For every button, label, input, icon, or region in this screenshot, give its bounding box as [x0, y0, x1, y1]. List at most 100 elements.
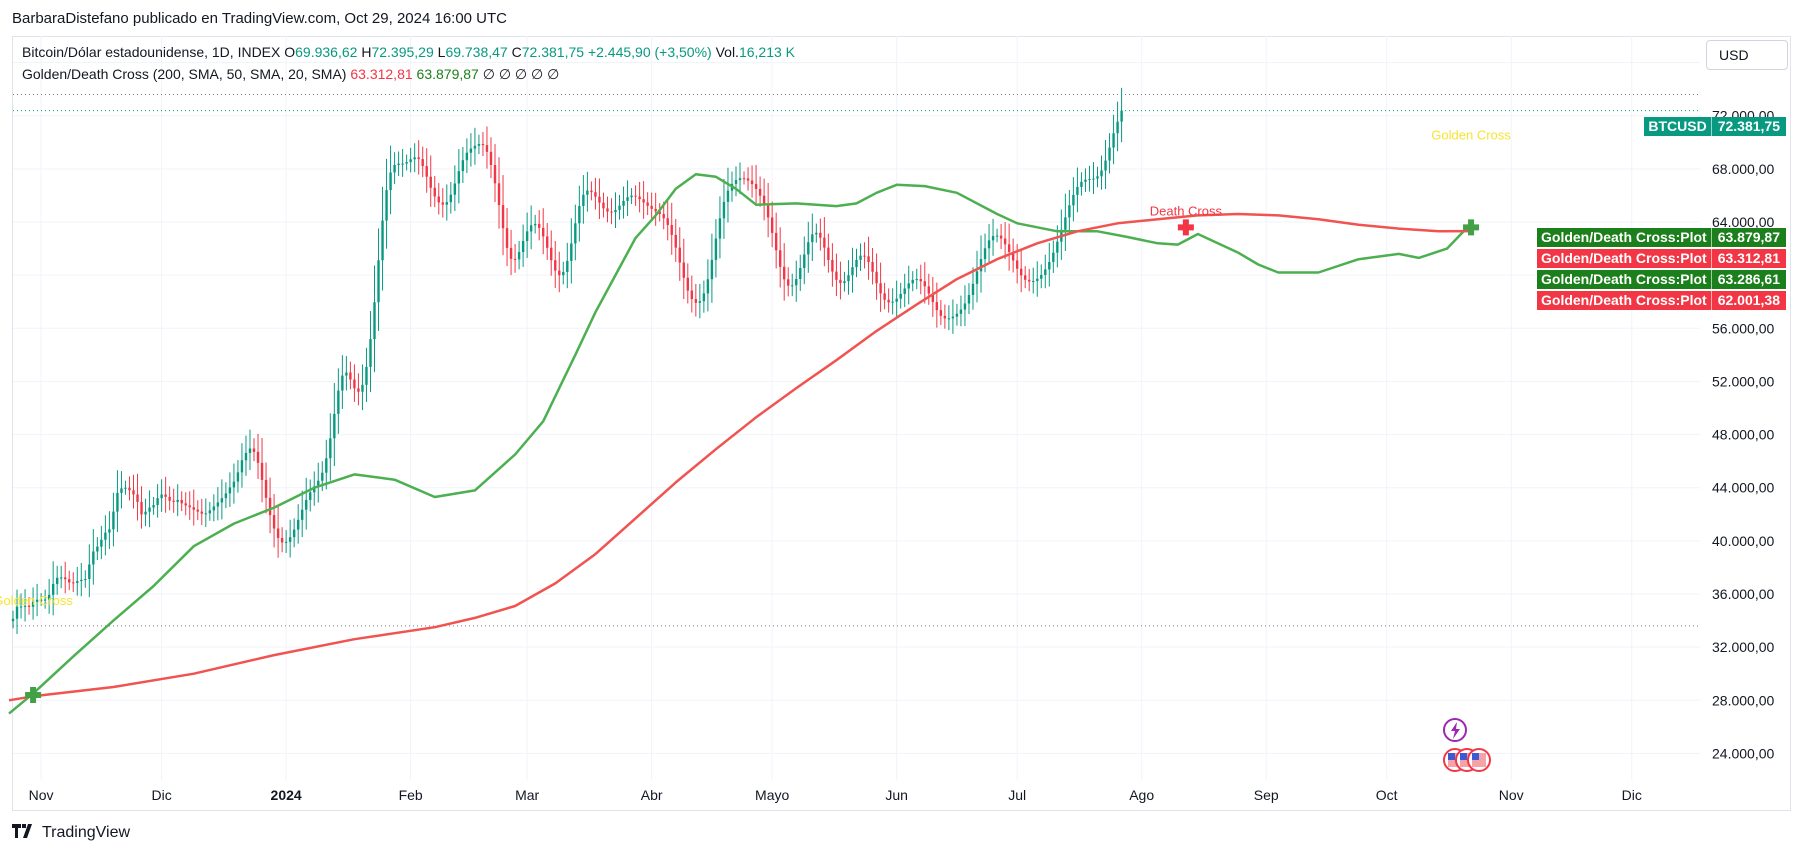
candle-body: [714, 238, 718, 260]
price-tag-value: 63.879,87: [1710, 228, 1786, 247]
candle-body: [542, 227, 545, 237]
candle-body: [144, 511, 147, 515]
candle-body: [397, 163, 400, 165]
indicator-legend[interactable]: Golden/Death Cross (200, SMA, 50, SMA, 2…: [22, 66, 559, 83]
candle-body: [923, 281, 926, 287]
candle-body: [706, 279, 710, 294]
candle-body: [742, 178, 746, 180]
y-tick-label: 48.000,00: [1712, 427, 1774, 443]
candle-body: [811, 234, 814, 243]
candle-body: [999, 235, 1003, 239]
symbol-legend[interactable]: Bitcoin/Dólar estadounidense, 1D, INDEX …: [22, 44, 795, 60]
candle-body: [92, 551, 95, 565]
candle-body: [694, 299, 698, 303]
candle-body: [1096, 176, 1099, 179]
candle-body: [489, 151, 493, 166]
candle-body: [710, 259, 714, 280]
x-tick-label: Abr: [641, 787, 663, 803]
candle-body: [634, 195, 637, 197]
candle-body: [385, 190, 388, 221]
candle-body: [963, 303, 967, 310]
candle-body: [529, 225, 533, 232]
price-tag: Golden/Death Cross:Plot 63.286,61: [1537, 270, 1786, 289]
candle-body: [827, 247, 830, 260]
candle-body: [646, 202, 649, 206]
candle-body: [152, 505, 155, 508]
candle-body: [562, 271, 565, 276]
candle-body: [903, 288, 906, 294]
candle-body: [317, 480, 320, 487]
candle-body: [550, 247, 553, 261]
candle-body: [979, 259, 983, 272]
candle-body: [43, 599, 47, 601]
candle-body: [525, 231, 529, 242]
candle-body: [566, 260, 569, 272]
cross-marker-death-cross: Death Cross: [1150, 203, 1223, 236]
x-tick-label: Jul: [1008, 787, 1026, 803]
candle-body: [156, 498, 159, 506]
candle-body: [991, 236, 995, 241]
footer-brand[interactable]: TradingView: [12, 824, 130, 842]
candle-body: [445, 202, 448, 205]
candle-body: [212, 506, 216, 511]
x-tick-label: Nov: [29, 787, 54, 803]
candle-body: [1040, 274, 1043, 279]
candle-body: [433, 187, 436, 197]
price-tag-name: Golden/Death Cross:Plot: [1541, 292, 1707, 308]
candle-body: [863, 255, 866, 257]
candle-body: [377, 260, 380, 303]
candle-body: [774, 232, 778, 251]
y-tick-label: 68.000,00: [1712, 161, 1774, 177]
candle-body: [389, 172, 392, 191]
currency-button[interactable]: USD: [1706, 40, 1788, 70]
candle-body: [594, 192, 597, 197]
price-tag-value: 63.312,81: [1710, 249, 1786, 268]
candle-body: [1116, 121, 1119, 134]
candle-body: [461, 160, 465, 172]
candle-body: [35, 599, 39, 602]
candle-body: [690, 290, 694, 300]
candle-body: [899, 293, 902, 299]
candle-body: [160, 494, 163, 499]
candle-body: [983, 248, 987, 260]
x-tick-label: Mayo: [755, 787, 789, 803]
candle-body: [1048, 261, 1051, 270]
candle-body: [409, 159, 412, 163]
plus-icon: [25, 686, 42, 703]
candle-body: [847, 275, 850, 282]
candle-body: [321, 472, 324, 481]
candle-body: [248, 448, 252, 453]
candle-body: [590, 190, 593, 193]
price-tag-name: Golden/Death Cross:Plot: [1541, 271, 1707, 287]
lightning-bolt-icon: [1450, 722, 1460, 739]
candle-body: [27, 605, 31, 607]
cross-label: Death Cross: [1150, 203, 1223, 218]
candle-body: [276, 528, 280, 539]
candle-body: [184, 503, 187, 506]
candle-body: [501, 205, 505, 229]
candle-body: [967, 294, 971, 304]
candle-body: [505, 228, 509, 248]
candle-body: [280, 538, 284, 543]
chart-frame: [12, 36, 1791, 811]
candle-body: [702, 293, 706, 302]
candle-body: [666, 218, 669, 225]
candle-body: [481, 143, 485, 146]
candle-body: [1032, 280, 1035, 282]
candle-body: [381, 220, 384, 261]
indicator-value-sma50: 63.879,87: [416, 66, 479, 82]
candle-body: [64, 577, 67, 580]
candle-body: [31, 601, 35, 607]
candle-body: [96, 546, 99, 552]
candle-body: [413, 157, 416, 160]
candle-body: [11, 618, 15, 622]
volume-value: 16,213 K: [738, 44, 796, 60]
candle-body: [513, 258, 517, 260]
candle-body: [1015, 260, 1019, 269]
candle-body: [208, 510, 212, 514]
price-axis: 24.000,00 28.000,00 32.000,00 36.000,00 40.0…: [1712, 55, 1774, 762]
price-tag-name: BTCUSD: [1648, 118, 1707, 134]
candle-body: [180, 499, 183, 504]
candle-body: [421, 159, 424, 167]
